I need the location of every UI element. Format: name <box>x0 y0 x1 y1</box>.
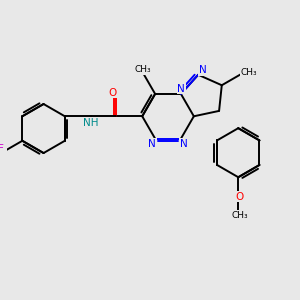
Text: N: N <box>148 139 156 149</box>
Text: O: O <box>236 192 244 202</box>
Text: CH₃: CH₃ <box>134 65 151 74</box>
Text: CH₃: CH₃ <box>231 211 248 220</box>
Text: N: N <box>177 84 185 94</box>
Text: CH₃: CH₃ <box>241 68 257 77</box>
Text: NH: NH <box>83 118 98 128</box>
Text: O: O <box>109 88 117 98</box>
Text: N: N <box>180 139 188 149</box>
Text: N: N <box>199 65 206 75</box>
Text: F: F <box>0 144 4 154</box>
